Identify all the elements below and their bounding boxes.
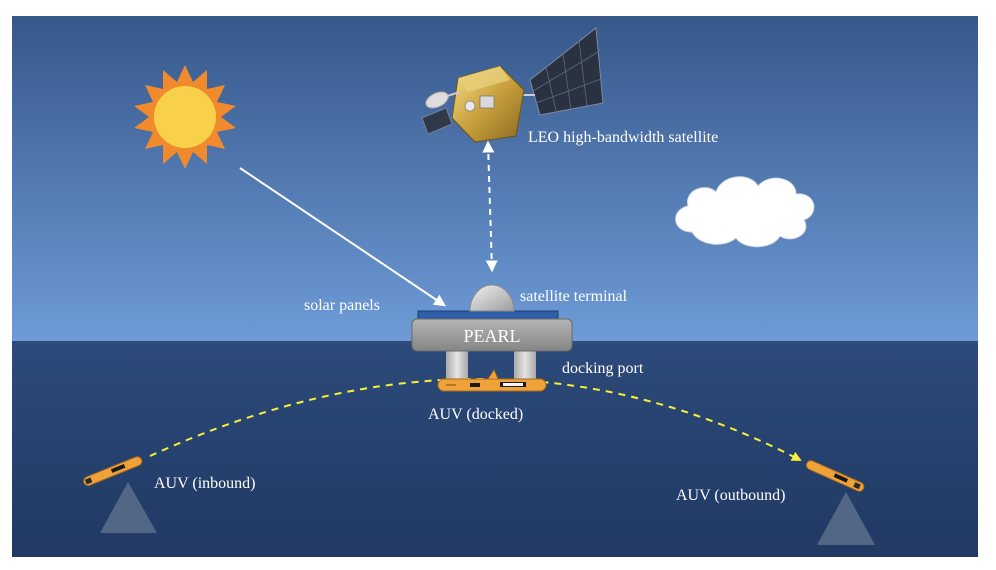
- auv-inbound-icon: [83, 456, 143, 487]
- seafloor-pyramid-right: [817, 492, 875, 545]
- solar-panel-strip: [417, 310, 559, 320]
- seafloor-pyramid-left: [100, 482, 157, 533]
- satellite-terminal-label: satellite terminal: [520, 288, 628, 305]
- sunlight-arrow: [239, 167, 446, 307]
- auv-outbound-label: AUV (outbound): [676, 487, 785, 504]
- solar-panels-label: solar panels: [304, 297, 380, 314]
- docking-port-leg-right: [514, 350, 536, 382]
- sun-icon: [134, 65, 236, 169]
- docking-port-label: docking port: [562, 360, 644, 377]
- cloud-icon: [675, 176, 815, 248]
- auv-docked-icon: [437, 369, 547, 392]
- pearl-platform: PEARL: [411, 284, 573, 382]
- pearl-body: [411, 318, 573, 352]
- satellite-icon: [421, 27, 604, 143]
- auv-docked-label: AUV (docked): [428, 406, 523, 423]
- docking-port-leg-left: [446, 350, 468, 382]
- satellite-label: LEO high-bandwidth satellite: [528, 129, 718, 146]
- satellite-terminal-dome: [469, 284, 515, 312]
- auv-inbound-label: AUV (inbound): [154, 475, 255, 492]
- auv-outbound-icon: [805, 460, 865, 492]
- pearl-label: PEARL: [463, 326, 520, 346]
